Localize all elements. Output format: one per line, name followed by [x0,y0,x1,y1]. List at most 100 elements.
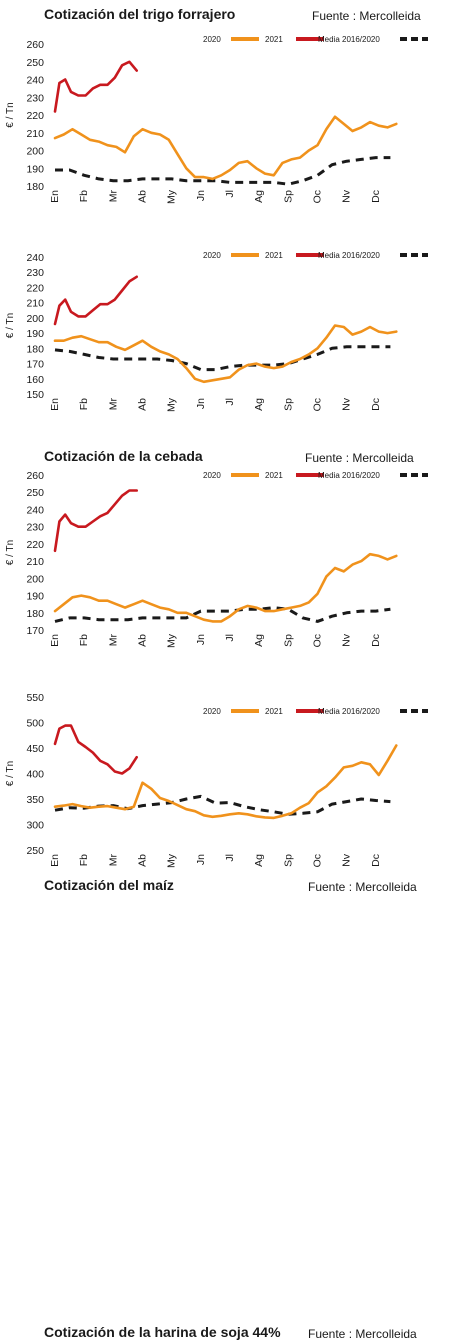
y-axis-label: € / Tn [5,540,16,565]
y-tick-label: 260 [26,39,44,51]
legend: 2020 2021 Media 2016/2020 [203,35,428,44]
y-tick-label: 200 [26,146,44,158]
y-tick-label: 190 [26,328,44,340]
y-tick-label: 400 [26,769,44,781]
legend: 2020 2021 Media 2016/2020 [203,251,428,260]
y-tick-label: 230 [26,267,44,279]
x-tick-label: En [49,190,61,203]
x-tick-label: Jl [224,398,236,406]
series-2020-line [53,324,398,384]
x-tick-label: Mr [107,190,119,203]
y-tick-label: 300 [26,820,44,832]
y-tick-label: 240 [26,75,44,87]
x-tick-label: Dc [370,398,382,411]
y-tick-label: 550 [26,692,44,704]
series-2020-line [53,552,398,623]
x-tick-label: En [49,854,61,867]
x-tick-label: Jn [195,190,207,201]
x-tick-label: Mr [107,854,119,867]
x-tick-label: Fb [78,398,90,410]
x-tick-label: Oc [312,854,324,867]
y-tick-label: 450 [26,743,44,755]
x-tick-label: Ag [253,634,265,647]
source-note: Fuente : Mercolleida [308,1327,417,1341]
chart-panel: Cotización del maíz Fuente : Mercolleida 2… [0,436,455,894]
y-tick-label: 180 [26,608,44,620]
legend-label-2020: 2020 [203,707,221,716]
x-tick-label: En [49,398,61,411]
x-tick-label: Mr [107,398,119,411]
y-tick-label: 220 [26,110,44,122]
x-tick-label: Oc [312,634,324,647]
x-tick-label: Nv [341,633,353,647]
y-axis-label: € / Tn [5,102,16,127]
x-tick-label: Nv [341,853,353,867]
x-tick-label: Jl [224,190,236,198]
y-tick-label: 350 [26,794,44,806]
y-axis-label: € / Tn [5,313,16,338]
y-tick-label: 160 [26,374,44,386]
x-tick-label: Fb [78,634,90,646]
x-tick-label: Dc [370,190,382,203]
y-tick-label: 500 [26,718,44,730]
x-tick-label: Ab [137,190,149,203]
series-2021-line [53,489,138,553]
legend-label-2021: 2021 [265,35,283,44]
x-tick-label: Ag [253,398,265,411]
legend-label-average: Media 2016/2020 [318,35,380,44]
x-tick-label: Ab [137,398,149,411]
y-tick-label: 180 [26,181,44,193]
x-tick-label: Ab [137,634,149,647]
x-tick-label: Nv [341,397,353,411]
x-tick-label: Sp [282,854,294,867]
legend-label-2020: 2020 [203,251,221,260]
line-chart: 2020 2021 Media 2016/2020 150 160 170 180 190 20… [5,251,428,412]
x-tick-label: Sp [282,398,294,411]
chart-title: Cotización del trigo forrajero [44,6,236,22]
source-note: Fuente : Mercolleida [312,9,421,23]
y-axis-label: € / Tn [5,761,16,786]
y-tick-label: 230 [26,522,44,534]
y-tick-label: 220 [26,282,44,294]
legend-label-2021: 2021 [265,471,283,480]
x-tick-label: Ag [253,190,265,203]
legend: 2020 2021 Media 2016/2020 [203,707,428,716]
chart-title: Cotización del maíz [44,877,174,893]
line-chart: 2020 2021 Media 2016/2020 250 300 350 400 450 50… [5,692,428,868]
x-tick-label: Mr [107,634,119,647]
legend-label-2020: 2020 [203,471,221,480]
x-tick-label: Jn [195,398,207,409]
y-tick-label: 250 [26,57,44,69]
series-average-line [54,345,391,372]
y-tick-label: 190 [26,591,44,603]
x-tick-label: Jl [224,634,236,642]
x-tick-label: Dc [370,854,382,867]
y-tick-label: 210 [26,556,44,568]
legend-label-average: Media 2016/2020 [318,471,380,480]
y-tick-label: 170 [26,625,44,637]
series-2021-line [53,60,138,113]
x-tick-label: Ab [137,854,149,867]
x-tick-label: My [166,853,178,868]
legend-label-2021: 2021 [265,251,283,260]
x-tick-label: Sp [282,190,294,203]
line-chart: 2020 2021 Media 2016/2020 180 190 200 210 220 23… [5,35,428,204]
series-average-line [54,606,391,623]
y-tick-label: 240 [26,252,44,264]
x-tick-label: Jl [224,854,236,862]
y-tick-label: 220 [26,539,44,551]
series-2021-line [53,724,138,775]
y-tick-label: 210 [26,298,44,310]
legend-label-average: Media 2016/2020 [318,707,380,716]
chart-panel: Cotización de la harina de soja 44% Fuent… [0,658,455,1341]
chart-title: Cotización de la cebada [44,448,203,464]
series-average-line [55,156,391,186]
x-tick-label: Oc [312,190,324,203]
legend-label-average: Media 2016/2020 [318,251,380,260]
y-tick-label: 200 [26,573,44,585]
y-tick-label: 210 [26,128,44,140]
y-tick-label: 230 [26,92,44,104]
source-note: Fuente : Mercolleida [308,880,417,894]
x-tick-label: Oc [312,398,324,411]
x-tick-label: Fb [78,190,90,202]
